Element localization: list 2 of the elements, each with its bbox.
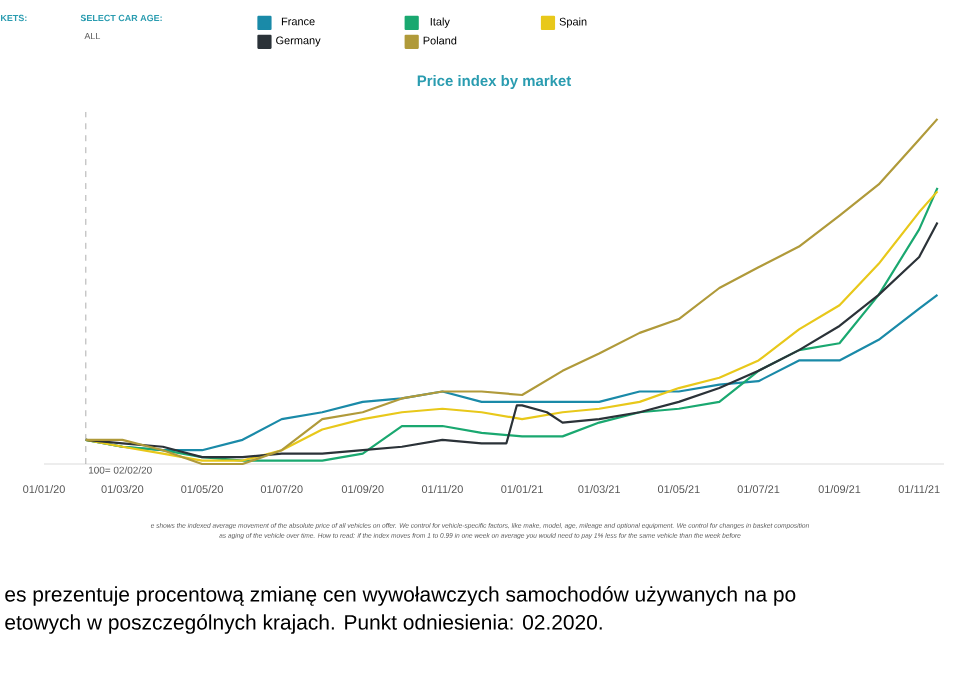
- text: etowych w poszczególnych krajach. Punkt odniesienia: 02.2020.: [5, 614, 602, 634]
- text: es prezentuje procentową zmianę cen wywoławczych samochodów używanych na po: [5, 586, 796, 606]
